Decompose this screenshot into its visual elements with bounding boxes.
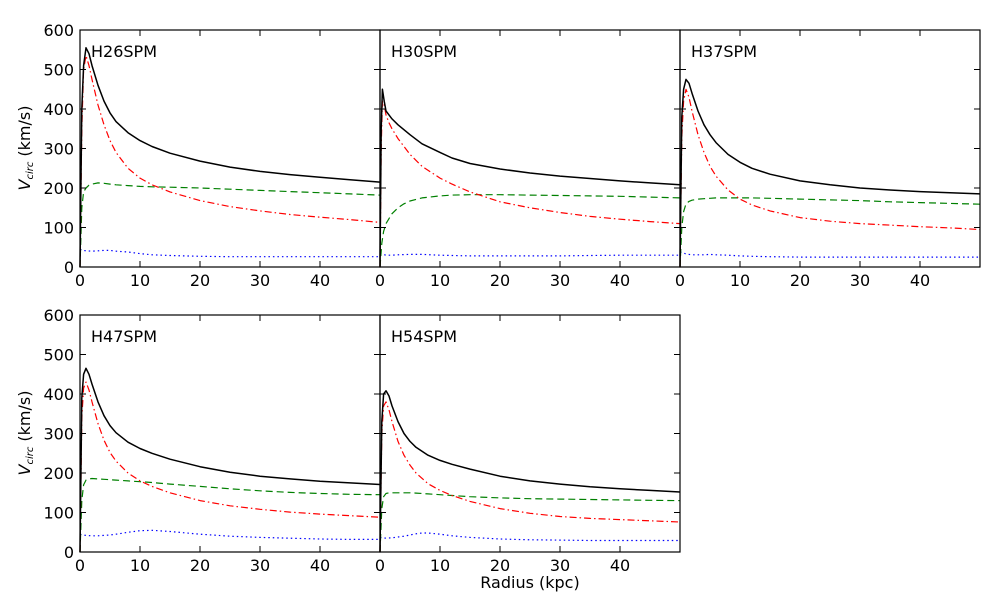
- panel-title: H54SPM: [391, 327, 457, 346]
- x-tick-label: 20: [190, 556, 210, 575]
- series-line-total: [79, 367, 381, 553]
- x-tick-label: 30: [850, 271, 870, 290]
- y-axis-var: V: [15, 464, 34, 476]
- y-axis-sub: circ: [25, 161, 36, 179]
- series-line-stars: [379, 194, 681, 268]
- y-tick-label: 400: [43, 385, 74, 404]
- plot-frame: [679, 29, 981, 268]
- series-line-stars: [379, 492, 681, 553]
- x-tick-label: 0: [75, 271, 85, 290]
- series-line-dark-matter: [379, 100, 681, 268]
- plot-frame: [379, 314, 681, 553]
- y-tick-label: 200: [43, 464, 74, 483]
- y-axis-unit: (km/s): [15, 106, 34, 162]
- x-tick-label: 30: [250, 556, 270, 575]
- plot-frame: [79, 29, 381, 268]
- x-tick-label: 10: [730, 271, 750, 290]
- series-line-dark-matter: [79, 381, 381, 553]
- panel-title: H37SPM: [691, 42, 757, 61]
- series-line-dark-matter: [79, 55, 381, 268]
- series-line-gas: [379, 532, 680, 542]
- x-tick-label: 0: [375, 556, 385, 575]
- x-tick-label: 0: [75, 556, 85, 575]
- x-tick-label: 20: [490, 556, 510, 575]
- x-tick-label: 20: [490, 271, 510, 290]
- x-tick-label: 10: [430, 271, 450, 290]
- x-tick-label: 0: [375, 271, 385, 290]
- series-line-total: [79, 47, 381, 268]
- series-line-gas: [379, 252, 680, 257]
- x-tick-label: 30: [550, 271, 570, 290]
- y-tick-label: 100: [43, 504, 74, 523]
- y-tick-label: 300: [43, 140, 74, 159]
- panel-title: H47SPM: [91, 327, 157, 346]
- y-axis-title-bottom: Vcirc (km/s): [15, 391, 36, 476]
- y-tick-label: 0: [64, 258, 74, 277]
- plot-frame: [79, 314, 381, 553]
- y-axis-sub: circ: [25, 446, 36, 464]
- y-tick-label: 100: [43, 219, 74, 238]
- y-axis-var: V: [15, 179, 34, 191]
- series-line-stars: [79, 477, 381, 553]
- y-tick-label: 400: [43, 100, 74, 119]
- x-tick-label: 10: [130, 556, 150, 575]
- y-tick-label: 0: [64, 543, 74, 562]
- y-tick-label: 500: [43, 346, 74, 365]
- x-tick-label: 20: [190, 271, 210, 290]
- series-line-dark-matter: [679, 88, 981, 268]
- x-axis-title: Radius (kpc): [480, 573, 579, 592]
- series-line-total: [379, 88, 681, 268]
- x-tick-label: 40: [310, 556, 330, 575]
- panel-h37spm: H37SPM 0 10 20 30 40: [675, 29, 981, 290]
- x-tick-label: 30: [550, 556, 570, 575]
- panel-title: H30SPM: [391, 42, 457, 61]
- series-line-gas: [679, 251, 980, 258]
- x-tick-label: 10: [430, 556, 450, 575]
- y-tick-label: 600: [43, 21, 74, 40]
- x-tick-label: 40: [610, 556, 630, 575]
- x-tick-label: 40: [610, 271, 630, 290]
- series-line-dark-matter: [379, 401, 681, 553]
- series-line-total: [679, 78, 981, 268]
- series-line-stars: [679, 197, 981, 268]
- y-axis-unit: (km/s): [15, 391, 34, 447]
- series-line-stars: [79, 182, 381, 268]
- x-tick-label: 40: [310, 271, 330, 290]
- series-line-gas: [79, 529, 380, 541]
- plot-frame: [379, 29, 681, 268]
- series-line-total: [379, 390, 681, 553]
- panel-h30spm: H30SPM 0 10 20 30 40: [375, 29, 681, 290]
- series-line-gas: [79, 248, 380, 258]
- y-tick-label: 200: [43, 179, 74, 198]
- x-tick-label: 40: [910, 271, 930, 290]
- panel-h54spm: H54SPM 0 10 20 30 40: [375, 314, 681, 575]
- y-tick-label: 500: [43, 61, 74, 80]
- x-tick-label: 20: [790, 271, 810, 290]
- x-tick-label: 0: [675, 271, 685, 290]
- y-tick-label: 300: [43, 425, 74, 444]
- x-tick-label: 30: [250, 271, 270, 290]
- x-tick-label: 10: [130, 271, 150, 290]
- y-axis-title-top: Vcirc (km/s): [15, 106, 36, 191]
- panel-title: H26SPM: [91, 42, 157, 61]
- y-tick-label: 600: [43, 306, 74, 325]
